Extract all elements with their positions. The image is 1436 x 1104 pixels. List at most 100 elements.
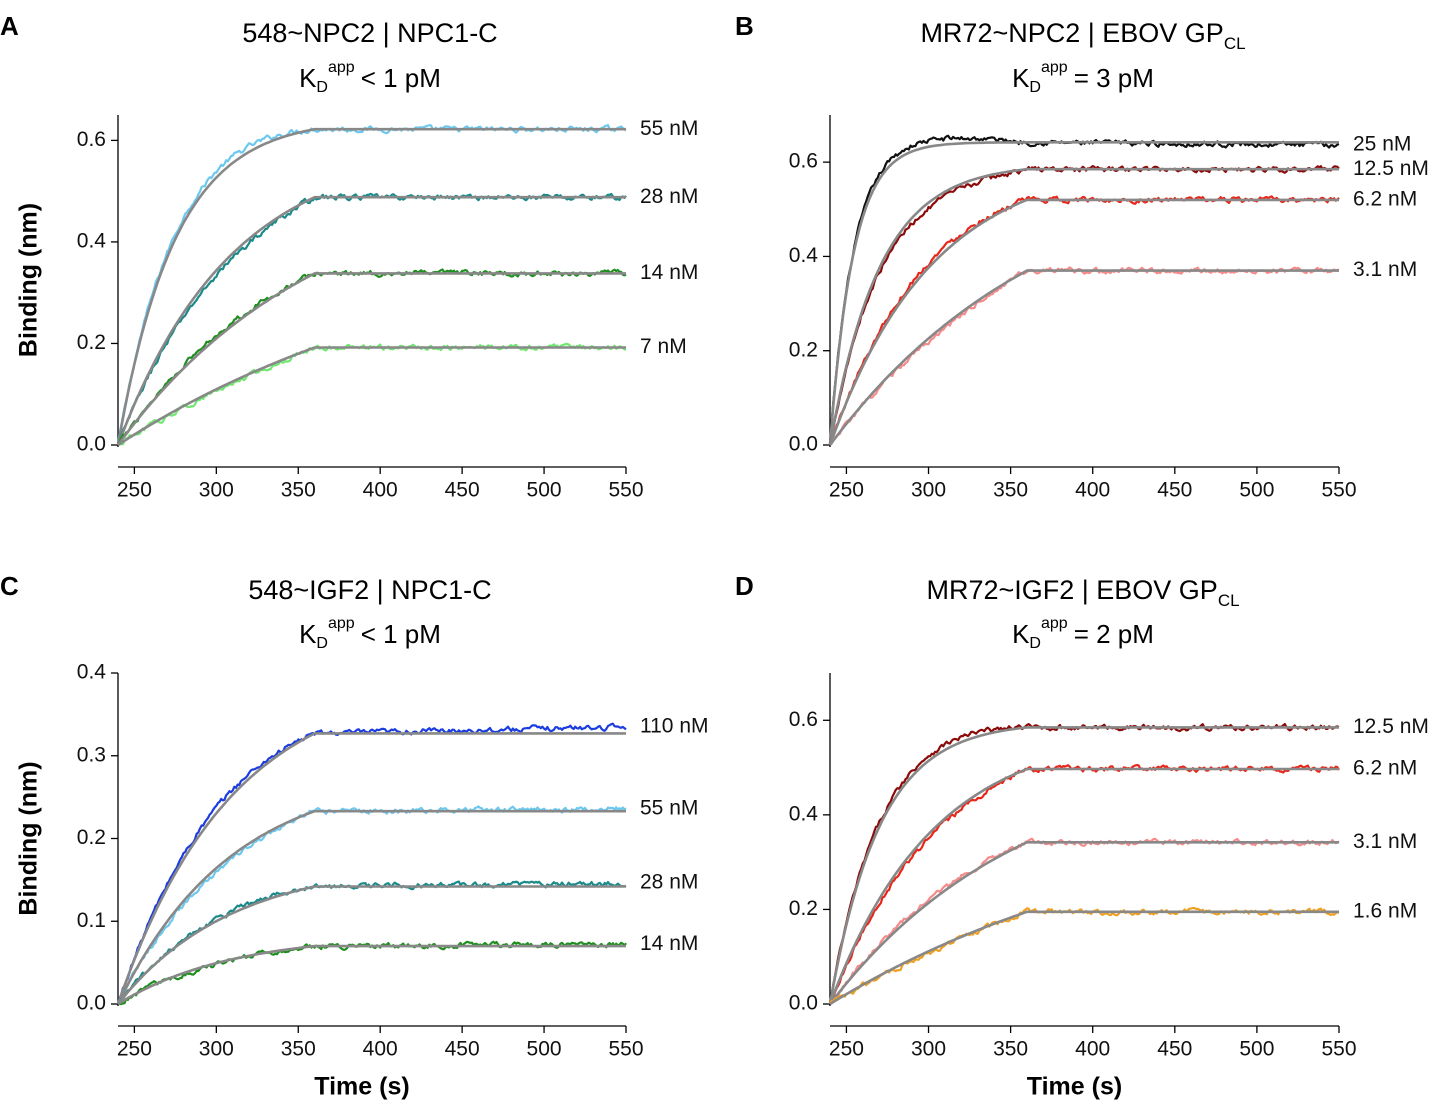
y-tick-label: 0.0	[789, 992, 818, 1015]
x-tick-label: 400	[1075, 479, 1110, 502]
x-tick-label: 350	[281, 479, 316, 502]
fit-line-125nm	[828, 726, 1339, 1005]
x-tick-label: 400	[363, 479, 398, 502]
concentration-label: 12.5 nM	[1353, 715, 1429, 738]
y-tick-label: 0.1	[77, 909, 106, 932]
kd-value: KDapp = 3 pM	[1012, 59, 1154, 96]
title-main: MR72~IGF2 | EBOV GP	[926, 575, 1217, 605]
fit-line-14nm	[116, 272, 626, 446]
x-tick-label: 450	[445, 1038, 480, 1061]
kd-sub: D	[1029, 635, 1041, 652]
x-tick-label: 500	[527, 1038, 562, 1061]
kd-value: KDapp < 1 pM	[299, 615, 441, 652]
x-axis-label: Time (s)	[314, 1073, 409, 1101]
kd-base: K	[299, 63, 317, 93]
title-subscript: CL	[1224, 34, 1246, 53]
x-tick-label: 550	[1321, 1038, 1356, 1061]
data-trace-62nm	[829, 764, 1340, 1004]
fit-line-62nm	[828, 198, 1339, 446]
panel-title: 548~NPC2 | NPC1-C	[242, 18, 497, 48]
concentration-label: 1.6 nM	[1353, 899, 1417, 922]
fit-line-31nm	[828, 841, 1339, 1005]
kd-value: KDapp < 1 pM	[299, 59, 441, 96]
kd-sup: app	[1041, 615, 1068, 632]
y-tick-label: 0.2	[789, 897, 818, 920]
panel-a: A 548~NPC2 | NPC1-C KDapp < 1 pM 0.0 0.2 0.4 0.…	[0, 11, 698, 502]
x-tick-label: 300	[911, 479, 946, 502]
kd-sub: D	[1029, 79, 1041, 96]
y-tick-label: 0.6	[789, 150, 818, 173]
kd-relation: = 2 pM	[1074, 619, 1154, 649]
y-axis-label: Binding (nm)	[15, 761, 43, 915]
x-tick-label: 300	[199, 479, 234, 502]
y-tick-label: 0.0	[77, 433, 106, 456]
panel-b: B MR72~NPC2 | EBOV GPCL KDapp = 3 pM 0.0 0.2 0…	[735, 11, 1429, 502]
x-tick-label: 250	[117, 1038, 152, 1061]
kd-sub: D	[316, 79, 328, 96]
data-trace-55nm	[116, 124, 627, 445]
concentration-label: 28 nM	[640, 871, 698, 894]
concentration-label: 110 nM	[640, 714, 709, 737]
kd-base: K	[299, 619, 317, 649]
concentration-label: 3.1 nM	[1353, 258, 1417, 281]
data-trace-25nm	[828, 134, 1340, 445]
kd-base: K	[1012, 63, 1030, 93]
x-tick-label: 450	[1157, 1038, 1192, 1061]
kd-value: KDapp = 2 pM	[1012, 615, 1154, 652]
x-axis-label: Time (s)	[1027, 1073, 1122, 1101]
fit-line-28nm	[116, 885, 626, 1005]
x-tick-label: 550	[608, 479, 643, 502]
y-tick-label: 0.2	[789, 338, 818, 361]
x-tick-label: 350	[281, 1038, 316, 1061]
fit-line-31nm	[828, 269, 1339, 446]
concentration-label: 25 nM	[1353, 133, 1411, 156]
fit-line-62nm	[828, 767, 1339, 1005]
fit-line-28nm	[116, 195, 626, 446]
concentration-label: 28 nM	[640, 185, 698, 208]
x-tick-label: 550	[608, 1038, 643, 1061]
fit-line-55nm	[116, 809, 626, 1005]
concentration-label: 12.5 nM	[1353, 157, 1429, 180]
x-tick-label: 350	[993, 1038, 1028, 1061]
x-tick-label: 500	[1239, 479, 1274, 502]
y-tick-label: 0.6	[789, 708, 818, 731]
x-tick-label: 250	[829, 1038, 864, 1061]
y-tick-label: 0.4	[789, 244, 819, 267]
panel-title: MR72~IGF2 | EBOV GPCL	[926, 575, 1239, 610]
kd-sub: D	[316, 635, 328, 652]
x-tick-label: 450	[1157, 479, 1192, 502]
x-tick-label: 300	[911, 1038, 946, 1061]
x-tick-label: 400	[363, 1038, 398, 1061]
panel-letter: B	[735, 11, 754, 41]
fit-line-16nm	[829, 910, 1339, 1006]
y-tick-label: 0.2	[77, 331, 106, 354]
fit-line-110nm	[116, 732, 626, 1005]
x-tick-label: 500	[527, 479, 562, 502]
x-tick-label: 250	[829, 479, 864, 502]
panel-letter: D	[735, 571, 754, 601]
fit-line-125nm	[828, 167, 1339, 446]
panel-title: 548~IGF2 | NPC1-C	[248, 575, 491, 605]
kd-relation: < 1 pM	[361, 619, 441, 649]
data-trace-14nm	[117, 940, 627, 1006]
kd-sup: app	[328, 615, 355, 632]
kd-sup: app	[328, 59, 355, 76]
kd-sup: app	[1041, 59, 1068, 76]
panel-c: C 548~IGF2 | NPC1-C KDapp < 1 pM 0.0 0.1 0.2 0.…	[0, 571, 709, 1101]
kd-base: K	[1012, 619, 1030, 649]
x-tick-label: 550	[1321, 479, 1356, 502]
y-tick-label: 0.0	[789, 433, 818, 456]
concentration-label: 7 nM	[640, 335, 687, 358]
concentration-label: 6.2 nM	[1353, 187, 1417, 210]
x-tick-label: 300	[199, 1038, 234, 1061]
y-tick-label: 0.6	[77, 128, 106, 151]
panel-letter: A	[0, 11, 19, 41]
y-tick-label: 0.2	[77, 826, 106, 849]
title-subscript: CL	[1218, 591, 1240, 610]
x-tick-label: 450	[445, 479, 480, 502]
fit-line-25nm	[828, 141, 1339, 446]
y-tick-label: 0.0	[77, 992, 106, 1015]
fit-line-14nm	[117, 944, 626, 1006]
